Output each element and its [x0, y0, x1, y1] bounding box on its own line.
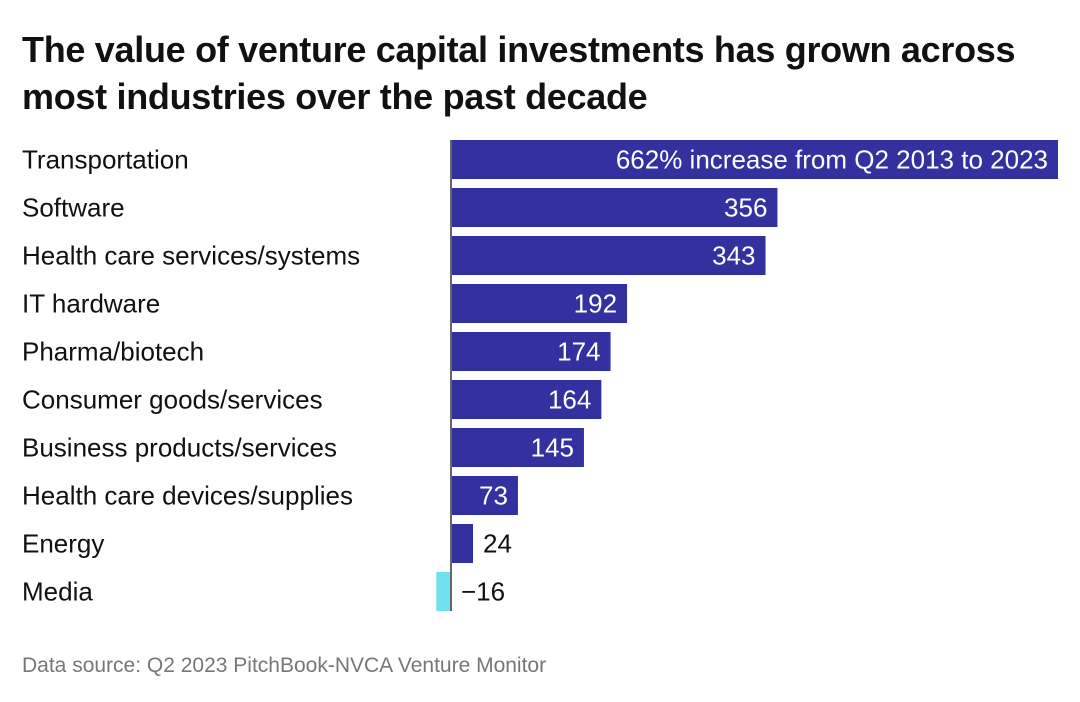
bar: [451, 476, 518, 515]
bar: [451, 188, 778, 227]
bar: [451, 428, 584, 467]
category-label: IT hardware: [22, 289, 160, 319]
bar: [451, 236, 766, 275]
data-label: 73: [479, 481, 508, 511]
category-label: Health care devices/supplies: [22, 481, 353, 511]
bar: [436, 572, 451, 611]
bar: [451, 140, 1058, 179]
data-label: 662% increase from Q2 2013 to 2023: [616, 145, 1048, 175]
category-label: Consumer goods/services: [22, 385, 323, 415]
category-label: Health care services/systems: [22, 241, 360, 271]
data-label: 145: [531, 433, 574, 463]
category-label: Energy: [22, 529, 104, 559]
category-label: Business products/services: [22, 433, 337, 463]
data-label: 343: [712, 241, 755, 271]
chart-title: The value of venture capital investments…: [22, 29, 1016, 117]
bar-chart: Transportation 662% increase from Q2 2013…: [22, 140, 1058, 611]
category-label: Media: [22, 577, 93, 607]
data-label: 164: [548, 385, 591, 415]
data-label: 174: [557, 337, 600, 367]
bar: [451, 524, 474, 563]
data-label: 192: [574, 289, 617, 319]
data-label: 356: [724, 193, 767, 223]
bar: [451, 332, 611, 371]
bar: [451, 284, 628, 323]
category-label: Pharma/biotech: [22, 337, 204, 367]
data-label: −16: [461, 577, 505, 607]
category-label: Transportation: [22, 145, 189, 175]
data-label: 24: [483, 529, 512, 559]
category-label: Software: [22, 193, 125, 223]
data-source: Data source: Q2 2023 PitchBook-NVCA Vent…: [22, 654, 547, 677]
bar: [451, 380, 602, 419]
